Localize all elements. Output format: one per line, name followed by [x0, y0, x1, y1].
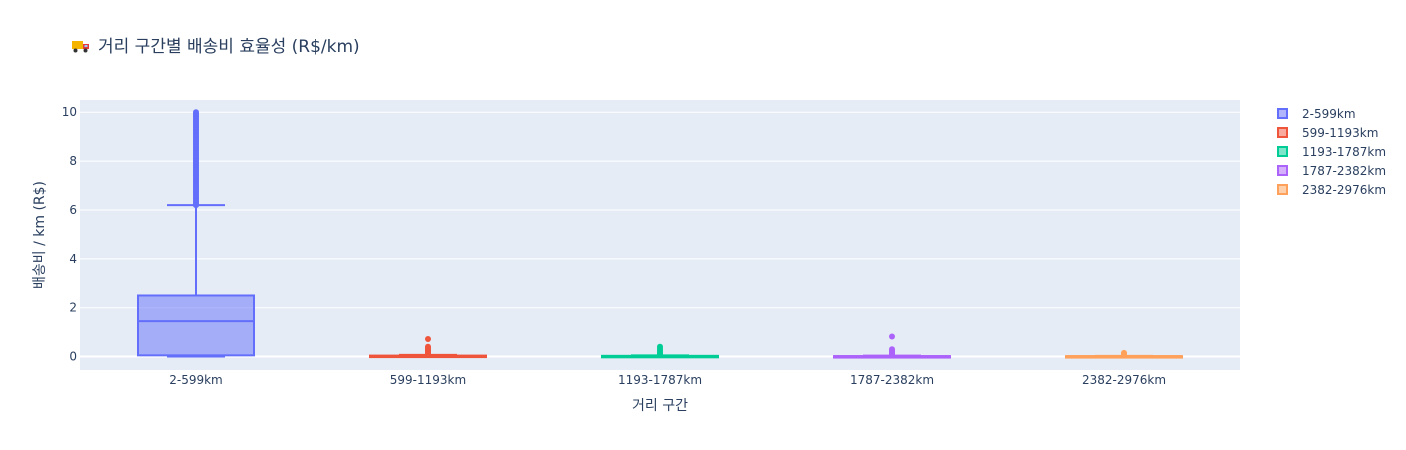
legend-label: 1787-2382km [1302, 163, 1387, 178]
legend-swatch [1277, 127, 1288, 138]
y-tick-label: 10 [62, 105, 77, 119]
legend-label: 599-1193km [1302, 125, 1379, 140]
legend-item[interactable]: 2382-2976km [1276, 180, 1386, 199]
legend: 2-599km 599-1193km 1193-1787km 1787-2382km 2… [1276, 104, 1386, 199]
legend-swatch [1277, 184, 1288, 195]
outlier-point [657, 343, 663, 350]
box-series-1193-1787km [601, 343, 719, 359]
y-tick-label: 4 [69, 252, 77, 266]
y-axis-label: 배송비 / km (R$) [32, 181, 48, 289]
legend-item[interactable]: 599-1193km [1276, 123, 1386, 142]
legend-swatch [1277, 146, 1288, 157]
box-series-599-1193km [369, 335, 487, 359]
outlier-point [889, 333, 895, 340]
x-tick-label: 1787-2382km [850, 373, 934, 387]
outlier-point [425, 335, 431, 342]
y-tick-label: 6 [69, 203, 77, 217]
x-tick-label: 2382-2976km [1082, 373, 1166, 387]
legend-label: 1193-1787km [1302, 144, 1387, 159]
box-series-2382-2976km [1065, 349, 1183, 359]
legend-item[interactable]: 1787-2382km [1276, 161, 1386, 180]
y-tick-label: 8 [69, 154, 77, 168]
plot-area [80, 100, 1240, 370]
outlier-point [1121, 349, 1127, 356]
truck-icon [72, 41, 89, 53]
legend-label: 2-599km [1302, 106, 1356, 121]
legend-item[interactable]: 1193-1787km [1276, 142, 1386, 161]
legend-swatch [1277, 108, 1288, 119]
x-tick-label: 2-599km [169, 373, 223, 387]
box-series-2-599km [137, 109, 255, 358]
x-tick-label: 1193-1787km [618, 373, 702, 387]
outlier-point [889, 346, 895, 353]
legend-item[interactable]: 2-599km [1276, 104, 1386, 123]
chart-title-text: 거리 구간별 배송비 효율성 (R$/km) [98, 37, 360, 57]
outlier-point [193, 109, 199, 116]
box-series-1787-2382km [833, 333, 951, 359]
x-axis-label: 거리 구간 [632, 398, 688, 414]
legend-swatch [1277, 165, 1288, 176]
chart-title: 거리 구간별 배송비 효율성 (R$/km) [72, 32, 360, 57]
y-tick-label: 0 [69, 350, 77, 364]
box [137, 294, 255, 357]
x-tick-label: 599-1193km [390, 373, 466, 387]
y-tick-label: 2 [69, 301, 77, 315]
outlier-point [425, 343, 431, 350]
legend-label: 2382-2976km [1302, 182, 1387, 197]
